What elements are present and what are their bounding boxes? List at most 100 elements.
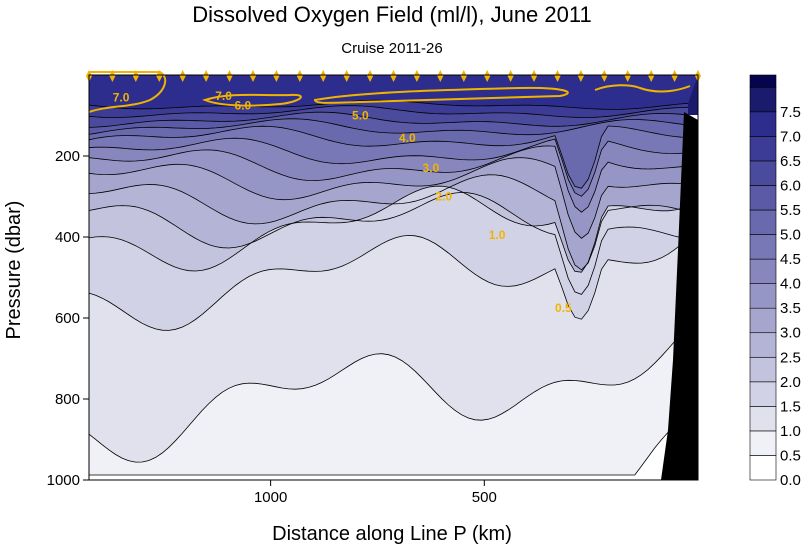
colorbar-segment — [749, 209, 777, 235]
y-axis: 200 400 600 800 1000 — [47, 148, 89, 489]
chart-title: Dissolved Oxygen Field (ml/l), June 2011 — [192, 2, 591, 27]
colorbar-label: 1.5 — [780, 398, 801, 415]
colorbar-label: 3.0 — [780, 325, 801, 342]
oxygen-band — [89, 327, 688, 475]
seafloor-bathymetry — [661, 112, 698, 480]
surface-contour — [313, 86, 569, 104]
colorbar-label: 2.5 — [780, 349, 801, 366]
colorbar-segment — [749, 136, 777, 162]
contour-label: 7.0 — [215, 89, 232, 103]
colorbar-label: 6.5 — [780, 153, 801, 170]
colorbar-segment — [749, 406, 777, 432]
x-axis: 1000 500 — [254, 480, 497, 506]
oxygen-band — [89, 186, 688, 331]
station-marker — [484, 70, 491, 82]
station-marker — [226, 70, 233, 82]
station-marker — [390, 70, 397, 82]
oxygen-field-bands — [89, 75, 698, 480]
y-tick-label: 600 — [55, 310, 80, 327]
colorbar-segment — [749, 381, 777, 407]
station-marker — [507, 70, 514, 82]
station-marker — [320, 70, 327, 82]
station-marker — [179, 70, 186, 82]
colorbar-segment — [749, 283, 777, 309]
station-marker — [531, 70, 537, 82]
station-marker — [577, 70, 584, 82]
contour-line — [88, 234, 689, 331]
oxygen-band — [89, 174, 688, 295]
station-marker — [671, 70, 678, 82]
station-marker — [601, 70, 608, 82]
x-axis-title: Distance along Line P (km) — [272, 523, 512, 545]
contour-line — [88, 111, 689, 128]
chart-subtitle: Cruise 2011-26 — [341, 40, 442, 57]
surface-contour — [88, 71, 167, 113]
contour-line — [88, 145, 689, 213]
colorbar-segment — [749, 185, 777, 211]
oxygen-band — [89, 118, 688, 189]
station-marker — [554, 70, 561, 82]
y-axis-title: Pressure (dbar) — [3, 201, 25, 340]
colorbar-segment — [749, 86, 777, 113]
station-marker — [624, 70, 631, 82]
station-marker — [413, 70, 420, 82]
colorbar-segment — [749, 160, 777, 186]
contour-line — [89, 419, 689, 476]
station-marker — [132, 70, 139, 82]
contour-label: 2.0 — [435, 190, 452, 204]
colorbar-label: 5.0 — [780, 227, 801, 244]
colorbar-label: 7.5 — [780, 104, 801, 121]
colorbar-segment — [749, 111, 777, 137]
contour-label: 0.5 — [555, 301, 572, 315]
oxygen-band — [89, 105, 688, 128]
station-marker — [203, 70, 210, 82]
surface-contour — [202, 93, 302, 107]
contour-label: 6.0 — [235, 98, 252, 112]
contour-label: 5.0 — [352, 109, 369, 123]
y-tick-label: 800 — [55, 391, 80, 408]
colorbar-label: 0.5 — [780, 447, 801, 464]
contour-label: 7.0 — [113, 90, 130, 104]
oxygen-band — [89, 235, 688, 463]
station-marker — [156, 70, 163, 82]
contour-label: 3.0 — [423, 161, 440, 175]
oxygen-band — [89, 126, 688, 197]
station-marker — [648, 70, 655, 82]
colorbar-segment — [749, 258, 777, 284]
colorbar-segment — [749, 234, 777, 260]
oxygen-band — [89, 112, 688, 135]
contour-lines — [88, 99, 689, 476]
contour-line — [88, 326, 689, 463]
y-tick-label: 200 — [55, 148, 80, 165]
contour-line — [88, 174, 689, 271]
contour-line — [88, 191, 689, 295]
y-tick-label: 400 — [55, 229, 80, 246]
contour-line — [88, 157, 689, 239]
colorbar-label: 0.0 — [780, 472, 801, 489]
colorbar-label: 4.5 — [780, 251, 801, 268]
contour-label: 1.0 — [489, 228, 506, 242]
colorbar-label: 6.0 — [780, 177, 801, 194]
contour-line — [88, 125, 689, 189]
colorbar-label: 3.5 — [780, 300, 801, 317]
colorbar-label: 4.0 — [780, 276, 801, 293]
contour-label: 4.0 — [399, 131, 416, 145]
surface-contour — [594, 84, 691, 93]
colorbar-segment — [749, 332, 777, 358]
colorbar-segment — [749, 307, 777, 334]
station-marker — [343, 70, 350, 82]
oxygen-band — [89, 145, 688, 239]
colorbar-label: 1.0 — [780, 423, 801, 440]
colorbar-label: 2.0 — [780, 374, 801, 391]
station-marker — [437, 70, 444, 82]
station-marker — [250, 70, 256, 82]
station-marker — [367, 70, 374, 82]
plot-frame — [88, 74, 699, 481]
station-marker — [460, 70, 467, 82]
contour-labels: 7.0 7.06.05.04.03.02.01.00.5 — [113, 89, 572, 315]
colorbar-segment — [749, 430, 777, 456]
colorbar-segment — [749, 356, 777, 383]
contour-line — [88, 105, 689, 119]
contour-line — [88, 185, 689, 273]
